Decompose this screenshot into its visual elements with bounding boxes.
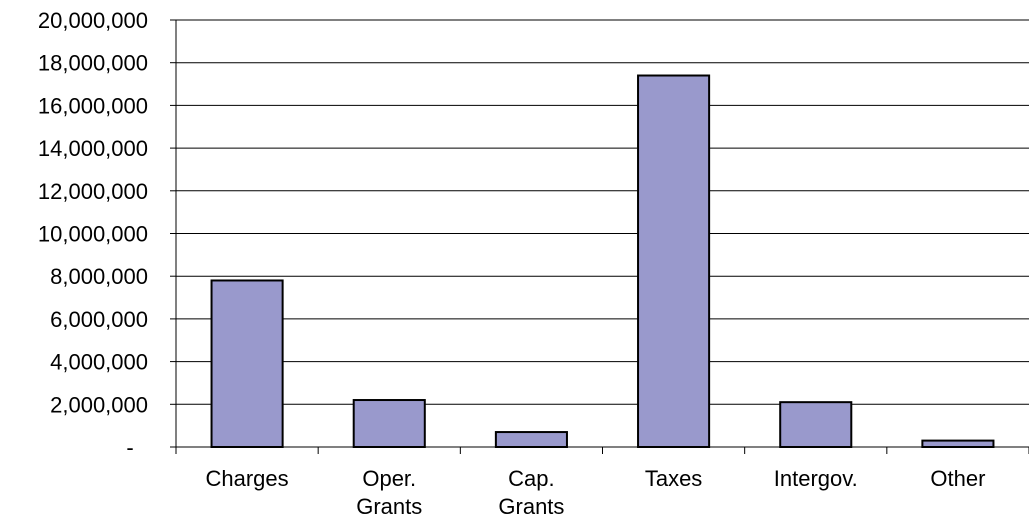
y-tick-label: 14,000,000 <box>38 136 148 161</box>
y-tick-label: 2,000,000 <box>50 392 148 417</box>
y-tick-label: 12,000,000 <box>38 179 148 204</box>
x-axis-category-labels: Charges Oper. Grants Cap. Grants Taxes Intergo… <box>206 466 986 519</box>
x-category-label: Taxes <box>645 466 702 491</box>
x-category-label: Grants <box>498 494 564 519</box>
y-tick-label: - <box>126 435 133 460</box>
bar-other <box>921 439 995 449</box>
y-tick-label: 6,000,000 <box>50 307 148 332</box>
x-category-label: Oper. <box>362 466 416 491</box>
x-category-label: Cap. <box>508 466 554 491</box>
y-tick-label: 20,000,000 <box>38 8 148 33</box>
y-tick-label: 16,000,000 <box>38 93 148 118</box>
y-tick-label: 10,000,000 <box>38 222 148 247</box>
bar-charges <box>210 279 284 448</box>
bar-cap-grants <box>494 431 568 448</box>
bars <box>210 74 995 449</box>
y-tick-label: 4,000,000 <box>50 350 148 375</box>
bar-oper-grants <box>352 399 426 448</box>
x-category-label: Other <box>930 466 985 491</box>
gridlines <box>170 19 1029 448</box>
x-category-label: Charges <box>206 466 289 491</box>
axes <box>175 20 1029 454</box>
bar-taxes <box>637 74 711 448</box>
y-tick-label: 18,000,000 <box>38 51 148 76</box>
y-axis-tick-labels: - 2,000,000 4,000,000 6,000,000 8,000,000 10,… <box>38 8 148 460</box>
x-category-label: Intergov. <box>774 466 858 491</box>
bar-intergov <box>779 401 853 449</box>
x-category-label: Grants <box>356 494 422 519</box>
y-tick-label: 8,000,000 <box>50 264 148 289</box>
